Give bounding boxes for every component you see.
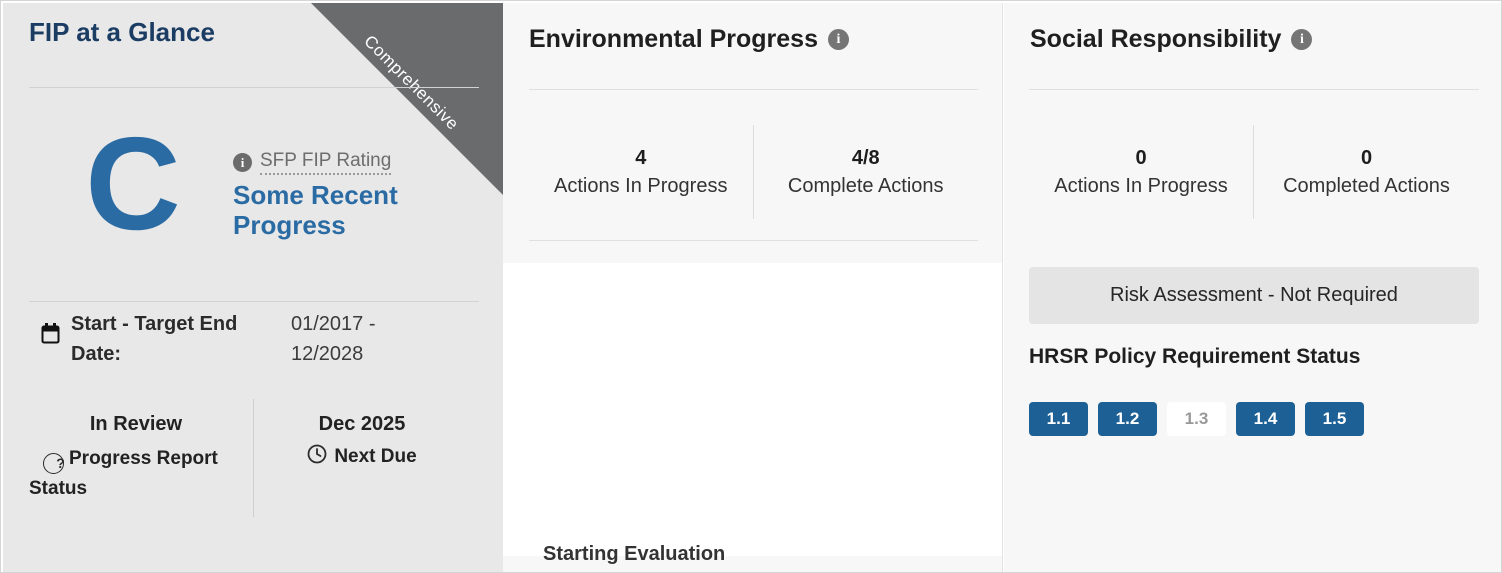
- sfp-fip-rating-link[interactable]: SFP FIP Rating: [260, 150, 392, 175]
- divider: [29, 301, 479, 302]
- stat-label: Complete Actions: [787, 174, 944, 197]
- question-circle-icon[interactable]: ?: [43, 453, 65, 475]
- next-due-value: Dec 2025: [318, 413, 406, 435]
- evaluation-card: Starting Evaluation Current Evaluation A…: [503, 263, 1002, 565]
- divider: [529, 240, 978, 241]
- stat-actions-in-progress: 4 Actions In Progress: [529, 125, 754, 219]
- stat-label: Actions In Progress: [1054, 174, 1228, 197]
- stat-label: Actions In Progress: [554, 174, 728, 197]
- hrsr-policy-title: HRSR Policy Requirement Status: [1029, 345, 1361, 368]
- hrsr-badge-1.5[interactable]: 1.5: [1305, 402, 1364, 436]
- info-icon[interactable]: i: [1291, 29, 1313, 50]
- progress-report-status-value: In Review: [89, 413, 183, 435]
- next-due-label-row: Next Due: [255, 444, 469, 470]
- start-end-date-label: Start - Target End Date:: [71, 313, 238, 365]
- stat-value: 4: [635, 146, 647, 169]
- social-stats: 0 Actions In Progress 0 Completed Action…: [1029, 125, 1479, 219]
- hrsr-badge-1.1[interactable]: 1.1: [1029, 402, 1088, 436]
- social-responsibility-panel: Social Responsibility i 0 Actions In Pro…: [1004, 3, 1501, 572]
- stat-complete-actions: 4/8 Complete Actions: [754, 125, 979, 219]
- progress-report-status-block: In Review ? Progress Report Status: [29, 413, 243, 504]
- divider: [1029, 89, 1479, 90]
- risk-assessment-button[interactable]: Risk Assessment - Not Required: [1029, 267, 1479, 324]
- hrsr-badge-1.2[interactable]: 1.2: [1098, 402, 1157, 436]
- divider: [529, 89, 978, 90]
- panel-header: Social Responsibility i: [1030, 25, 1313, 54]
- divider: [29, 87, 479, 88]
- divider: [253, 399, 254, 517]
- stat-value: 0: [1360, 146, 1373, 169]
- environmental-progress-panel: Environmental Progress i 4 Actions In Pr…: [503, 3, 1003, 572]
- clock-icon: [307, 444, 327, 470]
- info-icon[interactable]: i: [827, 29, 849, 50]
- stat-value: 0: [1135, 146, 1147, 169]
- next-due-label: Next Due: [334, 446, 417, 467]
- environmental-stats: 4 Actions In Progress 4/8 Complete Actio…: [529, 125, 978, 219]
- panel-title: Environmental Progress: [529, 25, 818, 53]
- stat-value: 4/8: [851, 146, 880, 169]
- calendar-icon: [41, 323, 60, 349]
- fip-at-a-glance-panel: FIP at a Glance Comprehensive C i SFP FI…: [3, 3, 503, 572]
- stat-label: Completed Actions: [1283, 174, 1450, 197]
- stat-completed-actions: 0 Completed Actions: [1254, 125, 1479, 219]
- stat-actions-in-progress: 0 Actions In Progress: [1029, 125, 1254, 219]
- panel-header: Environmental Progress i: [529, 25, 849, 54]
- fip-rating-letter: C: [85, 109, 181, 257]
- hrsr-badge-row: 1.1 1.2 1.3 1.4 1.5: [1029, 402, 1364, 436]
- starting-evaluation-label: Starting Evaluation: [543, 543, 726, 565]
- next-due-block: Dec 2025 Next Due: [255, 413, 469, 470]
- start-end-date-value: 01/2017 - 12/2028: [291, 313, 376, 365]
- hrsr-badge-1.4[interactable]: 1.4: [1236, 402, 1295, 436]
- progress-report-status-label: ? Progress Report Status: [29, 448, 218, 500]
- info-icon[interactable]: i: [233, 153, 252, 172]
- panel-title: FIP at a Glance: [29, 17, 215, 47]
- rating-description: Some Recent Progress: [233, 180, 398, 241]
- rating-info-row: i SFP FIP Rating: [233, 150, 392, 175]
- hrsr-badge-1.3[interactable]: 1.3: [1167, 402, 1226, 436]
- panel-title: Social Responsibility: [1030, 25, 1282, 53]
